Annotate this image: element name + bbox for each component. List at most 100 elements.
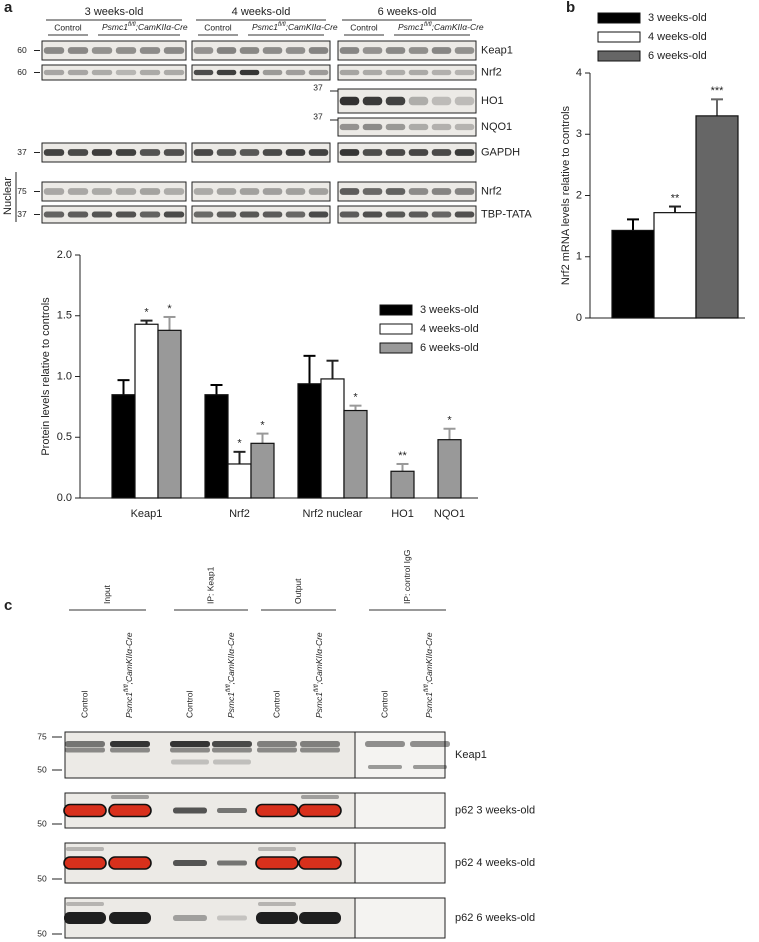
band xyxy=(170,747,210,753)
bar xyxy=(227,463,252,499)
bar xyxy=(111,394,136,499)
band xyxy=(454,47,475,54)
band xyxy=(65,741,105,747)
band xyxy=(139,47,161,54)
band xyxy=(385,149,406,156)
band xyxy=(339,96,360,106)
bar xyxy=(695,115,739,319)
legend-swatch xyxy=(379,323,413,335)
superscript: fl/fl xyxy=(424,684,430,692)
panel-label: a xyxy=(4,0,13,16)
blot-frame xyxy=(337,205,477,224)
legend-swatch xyxy=(597,50,641,62)
band xyxy=(63,856,107,870)
band xyxy=(115,188,137,195)
blot-background xyxy=(42,41,186,60)
row-label: NQO1 xyxy=(481,121,512,133)
blot-frame xyxy=(64,731,446,779)
band xyxy=(217,808,247,813)
y-tick-label: 4 xyxy=(576,67,582,79)
legend-label: 6 weeks-old xyxy=(648,50,707,62)
band xyxy=(431,47,452,54)
band xyxy=(170,741,210,747)
genotype: ;CamKIIα-Cre xyxy=(124,632,134,684)
mw-marker: 50 xyxy=(37,873,47,883)
group-header: 6 weeks-old xyxy=(378,6,437,18)
significance: * xyxy=(353,392,358,404)
band xyxy=(193,149,214,156)
bar xyxy=(611,229,655,319)
row-label: Keap1 xyxy=(481,44,513,56)
y-tick-label: 2 xyxy=(576,189,582,201)
band xyxy=(139,211,161,218)
mw-marker: 37 xyxy=(313,82,323,92)
blot-background xyxy=(192,41,330,60)
band xyxy=(67,69,89,76)
band xyxy=(66,847,104,851)
blot-frame xyxy=(337,40,477,61)
band xyxy=(43,188,65,195)
panel-label: c xyxy=(4,597,12,614)
band xyxy=(173,915,207,921)
blot-background xyxy=(42,182,186,201)
band xyxy=(258,902,296,906)
significance: * xyxy=(260,420,265,432)
band xyxy=(385,188,406,195)
band xyxy=(431,149,452,156)
x-tick-label: Nrf2 nuclear xyxy=(303,508,363,520)
blot-frame xyxy=(191,181,331,202)
band xyxy=(43,211,65,218)
legend-label: 6 weeks-old xyxy=(420,342,479,354)
band xyxy=(300,747,340,753)
genotype: ;CamKIIα-Cre xyxy=(424,632,434,684)
band xyxy=(91,47,113,54)
bar xyxy=(134,323,159,499)
blot-background xyxy=(42,143,186,162)
band xyxy=(110,741,150,747)
panel-label: b xyxy=(566,0,575,16)
band xyxy=(43,69,65,76)
bar xyxy=(297,383,322,499)
genotype: ;CamKIIα-Cre xyxy=(226,632,236,684)
row-label: GAPDH xyxy=(481,146,520,158)
band xyxy=(262,149,283,156)
y-tick-label: 1.0 xyxy=(57,370,72,382)
lane-label: Control xyxy=(54,22,82,32)
band xyxy=(285,211,306,218)
legend-label: 3 weeks-old xyxy=(420,304,479,316)
blot-background xyxy=(355,732,445,778)
genotype: ;CamKIIα-Cre xyxy=(432,22,484,32)
group-header: 4 weeks-old xyxy=(232,6,291,18)
band xyxy=(239,211,260,218)
blot-frame xyxy=(337,117,477,137)
x-tick-label: Keap1 xyxy=(131,508,163,520)
significance: * xyxy=(237,438,242,450)
band xyxy=(299,912,341,924)
blot-background xyxy=(42,206,186,223)
blot-background xyxy=(338,41,476,60)
band xyxy=(239,149,260,156)
legend-swatch xyxy=(379,342,413,354)
genotype-label: Psmc1fl/fl;CamKIIα-Cre xyxy=(102,22,188,33)
gene: Psmc1 xyxy=(252,22,278,32)
band xyxy=(339,47,360,54)
band xyxy=(431,123,452,131)
band xyxy=(362,149,383,156)
band xyxy=(115,211,137,218)
row-label: p62 3 weeks-old xyxy=(455,804,535,816)
gene: Psmc1 xyxy=(424,692,434,718)
bar xyxy=(343,409,368,499)
band xyxy=(301,795,339,799)
bar xyxy=(390,470,415,499)
band xyxy=(408,123,429,131)
bar xyxy=(320,378,345,499)
band xyxy=(408,47,429,54)
band xyxy=(362,211,383,218)
lane-label: Control xyxy=(184,690,194,718)
band xyxy=(239,47,260,54)
band xyxy=(171,759,209,765)
band xyxy=(413,765,447,769)
band xyxy=(216,188,237,195)
